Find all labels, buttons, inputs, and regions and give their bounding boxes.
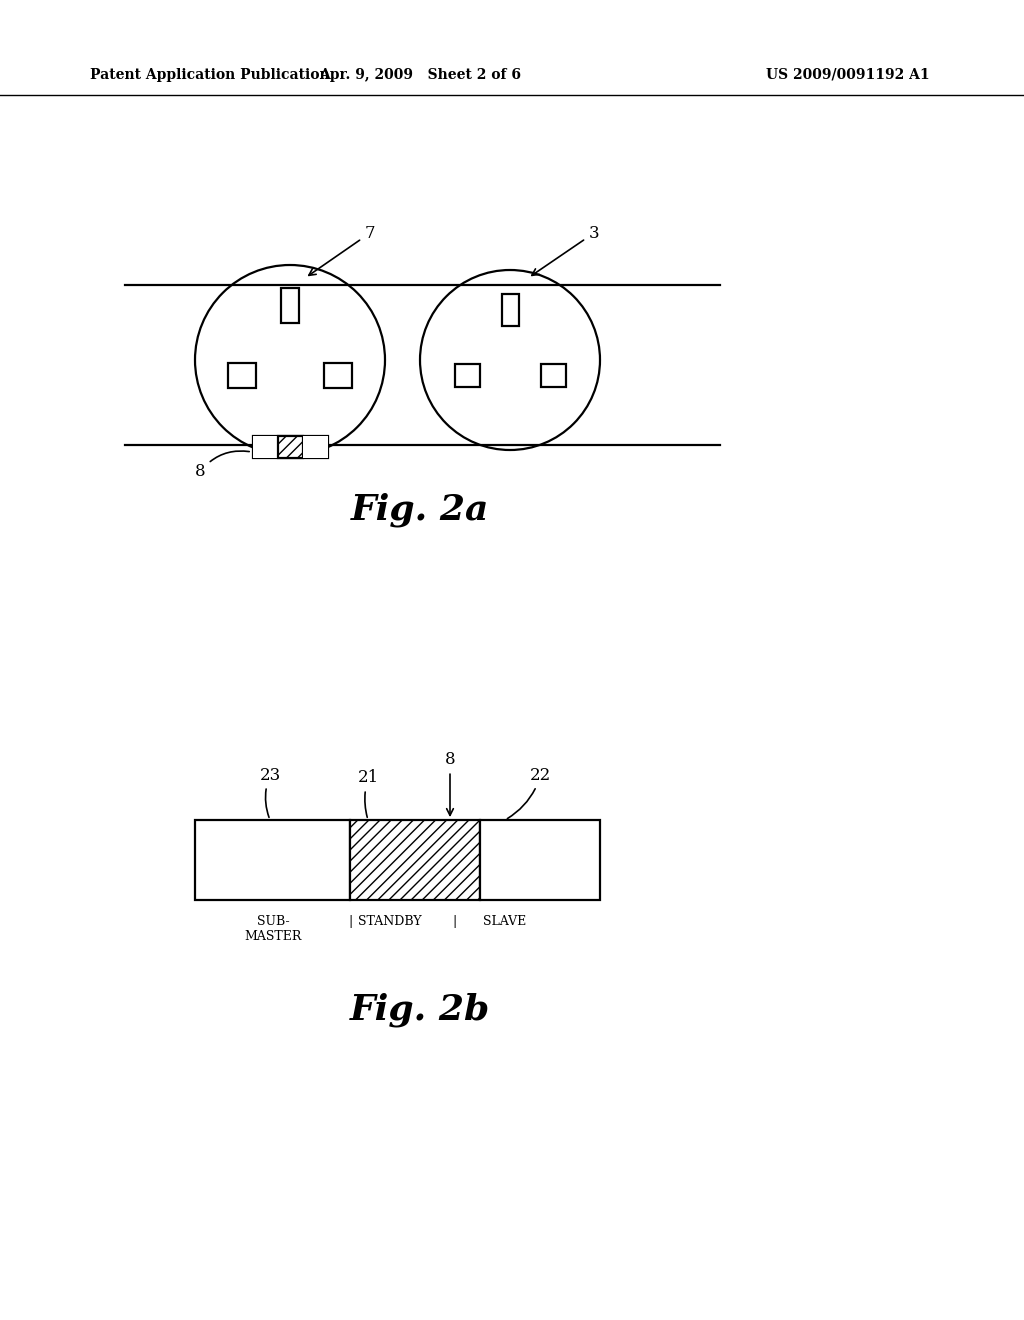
Text: |: | xyxy=(453,915,457,928)
Bar xyxy=(281,288,299,322)
Text: 8: 8 xyxy=(195,451,249,480)
Text: 22: 22 xyxy=(507,767,551,818)
Text: Fig. 2b: Fig. 2b xyxy=(350,993,490,1027)
Bar xyxy=(253,436,328,458)
Text: Fig. 2a: Fig. 2a xyxy=(351,492,489,527)
Text: SUB-
MASTER: SUB- MASTER xyxy=(245,915,302,942)
Text: US 2009/0091192 A1: US 2009/0091192 A1 xyxy=(766,69,930,82)
Bar xyxy=(541,363,565,387)
Bar xyxy=(480,820,600,900)
Text: |: | xyxy=(348,915,352,928)
Text: SLAVE: SLAVE xyxy=(483,915,526,928)
Bar xyxy=(228,363,256,388)
Bar xyxy=(502,294,518,326)
Text: STANDBY: STANDBY xyxy=(358,915,422,928)
Text: 3: 3 xyxy=(531,224,599,276)
Text: Apr. 9, 2009   Sheet 2 of 6: Apr. 9, 2009 Sheet 2 of 6 xyxy=(319,69,521,82)
Bar xyxy=(350,820,480,900)
Bar xyxy=(302,436,328,458)
Bar xyxy=(455,363,479,387)
Bar xyxy=(195,820,350,900)
Text: 8: 8 xyxy=(444,751,456,816)
Text: 21: 21 xyxy=(357,770,379,817)
Text: 23: 23 xyxy=(259,767,281,817)
Bar xyxy=(324,363,352,388)
Text: 7: 7 xyxy=(309,224,376,276)
Bar xyxy=(278,436,302,458)
Bar xyxy=(253,436,278,458)
Text: Patent Application Publication: Patent Application Publication xyxy=(90,69,330,82)
